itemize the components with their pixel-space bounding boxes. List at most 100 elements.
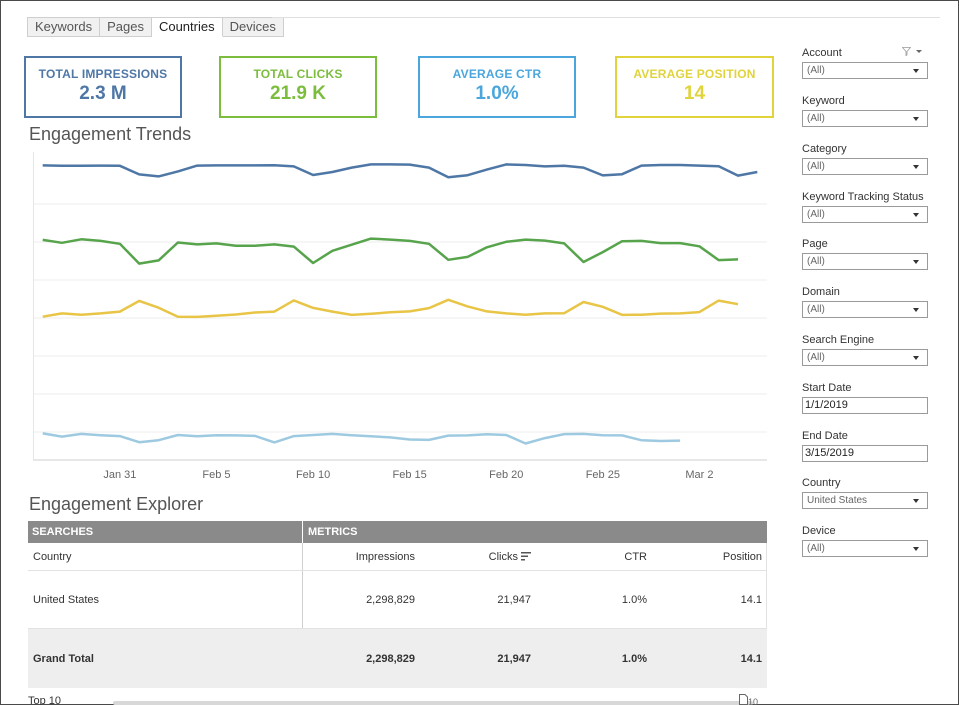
x-tick-label: Feb 20: [489, 469, 523, 481]
kpi-value: 1.0%: [475, 83, 519, 104]
col-header-impressions[interactable]: Impressions: [355, 550, 415, 563]
col-header-ctr[interactable]: CTR: [624, 550, 647, 563]
kpi-total-impressions[interactable]: TOTAL IMPRESSIONS 2.3 M: [24, 56, 182, 118]
filter-country-select[interactable]: United States: [802, 492, 928, 509]
filter-category: Category (All): [802, 142, 932, 175]
engagement-table: Country Impressions Clicks CTR Position …: [28, 543, 767, 688]
filter-value: (All): [807, 161, 825, 172]
funnel-icon[interactable]: [902, 47, 911, 56]
tab-devices[interactable]: Devices: [222, 17, 284, 37]
filter-value: (All): [807, 304, 825, 315]
kpi-label: AVERAGE POSITION: [633, 67, 756, 81]
col-header-country[interactable]: Country: [33, 550, 72, 563]
kpi-average-position[interactable]: AVERAGE POSITION 14: [615, 56, 774, 118]
dropdown-caret-icon: [913, 117, 919, 121]
top-n-label: Top 10: [28, 695, 62, 705]
start-date-input[interactable]: 1/1/2019: [802, 397, 928, 414]
filter-page-select[interactable]: (All): [802, 253, 928, 270]
cell-ctr: 1.0%: [621, 593, 647, 606]
filter-value: (All): [807, 543, 825, 554]
cell-position: 14.1: [740, 652, 762, 665]
filter-label: Start Date: [802, 382, 852, 394]
col-header-position[interactable]: Position: [722, 550, 762, 563]
filter-value: (All): [807, 65, 825, 76]
table-divider: [302, 543, 303, 688]
kpi-total-clicks[interactable]: TOTAL CLICKS 21.9 K: [219, 56, 377, 118]
kpi-label: TOTAL CLICKS: [253, 67, 343, 81]
series-line-position[interactable]: [42, 432, 681, 445]
engagement-explorer-title: Engagement Explorer: [29, 494, 204, 514]
x-tick-label: Feb 15: [393, 469, 427, 481]
engagement-trends-chart[interactable]: Jan 31 Feb 5 Feb 10 Feb 15 Feb 20 Feb 25 Mar 2: [33, 152, 767, 487]
kpi-label: AVERAGE CTR: [452, 67, 542, 81]
x-tick-label: Feb 25: [586, 469, 620, 481]
page-icon: [739, 694, 748, 705]
filter-value: (All): [807, 256, 825, 267]
filter-device-select[interactable]: (All): [802, 540, 928, 557]
kpi-label: TOTAL IMPRESSIONS: [38, 67, 168, 81]
filter-end-date: End Date 3/15/2019: [802, 429, 932, 462]
filter-domain: Domain (All): [802, 285, 932, 318]
series-line-clicks[interactable]: [42, 237, 739, 265]
series-line-ctr[interactable]: [42, 298, 739, 319]
filter-category-select[interactable]: (All): [802, 158, 928, 175]
filter-tools: [902, 47, 923, 56]
filter-keyword-select[interactable]: (All): [802, 110, 928, 127]
filter-domain-select[interactable]: (All): [802, 301, 928, 318]
filter-label: Search Engine: [802, 334, 875, 346]
table-row[interactable]: United States 2,298,829 21,947 1.0% 14.1: [28, 571, 767, 629]
cell-ctr: 1.0%: [621, 652, 647, 665]
dropdown-caret-icon: [913, 213, 919, 217]
kpi-value: 21.9 K: [270, 83, 326, 104]
filter-value: United States: [807, 495, 868, 506]
page-count[interactable]: 10: [739, 694, 758, 705]
tab-keywords[interactable]: Keywords: [27, 17, 101, 37]
filter-start-date: Start Date 1/1/2019: [802, 381, 932, 414]
tab-pages[interactable]: Pages: [100, 17, 152, 37]
series-line-impressions[interactable]: [42, 163, 758, 179]
filter-value: (All): [807, 209, 825, 220]
filter-keyword: Keyword (All): [802, 94, 932, 127]
table-border-right: [766, 543, 767, 688]
dropdown-caret-icon: [913, 260, 919, 264]
kpi-value: 2.3 M: [79, 83, 127, 104]
x-tick-label: Feb 10: [296, 469, 330, 481]
x-tick-label: Mar 2: [685, 469, 713, 481]
filter-label: Domain: [802, 286, 840, 298]
end-date-input[interactable]: 3/15/2019: [802, 445, 928, 462]
filter-keyword-tracking-status: Keyword Tracking Status (All): [802, 190, 932, 223]
col-header-clicks[interactable]: Clicks: [489, 551, 531, 563]
filter-keyword-tracking-status-select[interactable]: (All): [802, 206, 928, 223]
sort-descending-icon[interactable]: [521, 552, 531, 561]
filter-search-engine-select[interactable]: (All): [802, 349, 928, 366]
cell-impressions: 2,298,829: [366, 593, 415, 606]
table-footer: Top 10 10: [28, 694, 768, 705]
chevron-down-icon[interactable]: [915, 47, 923, 56]
table-header-row: Country Impressions Clicks CTR Position: [28, 543, 767, 571]
filter-label: Device: [802, 525, 836, 537]
dropdown-caret-icon: [913, 547, 919, 551]
filter-account-select[interactable]: (All): [802, 62, 928, 79]
cell-clicks: 21,947: [497, 652, 531, 665]
filter-label: End Date: [802, 430, 848, 442]
cell-clicks: 21,947: [497, 593, 531, 606]
filter-label: Category: [802, 143, 847, 155]
x-tick-label: Jan 31: [103, 469, 136, 481]
cell-country: Grand Total: [33, 652, 94, 665]
filter-label: Page: [802, 238, 828, 250]
table-group-header: SEARCHES METRICS: [28, 521, 767, 543]
filter-account: Account (All): [802, 46, 932, 79]
horizontal-scrollbar[interactable]: [113, 701, 753, 705]
filter-search-engine: Search Engine (All): [802, 333, 932, 366]
filter-label: Account: [802, 47, 842, 59]
filter-value: (All): [807, 113, 825, 124]
kpi-average-ctr[interactable]: AVERAGE CTR 1.0%: [418, 56, 576, 118]
dropdown-caret-icon: [913, 69, 919, 73]
cell-impressions: 2,298,829: [366, 652, 415, 665]
dropdown-caret-icon: [913, 308, 919, 312]
tab-countries[interactable]: Countries: [151, 17, 223, 37]
tab-bar-line: [272, 17, 940, 18]
filter-device: Device (All): [802, 524, 932, 557]
x-tick-label: Feb 5: [202, 469, 230, 481]
group-divider: [302, 521, 303, 543]
